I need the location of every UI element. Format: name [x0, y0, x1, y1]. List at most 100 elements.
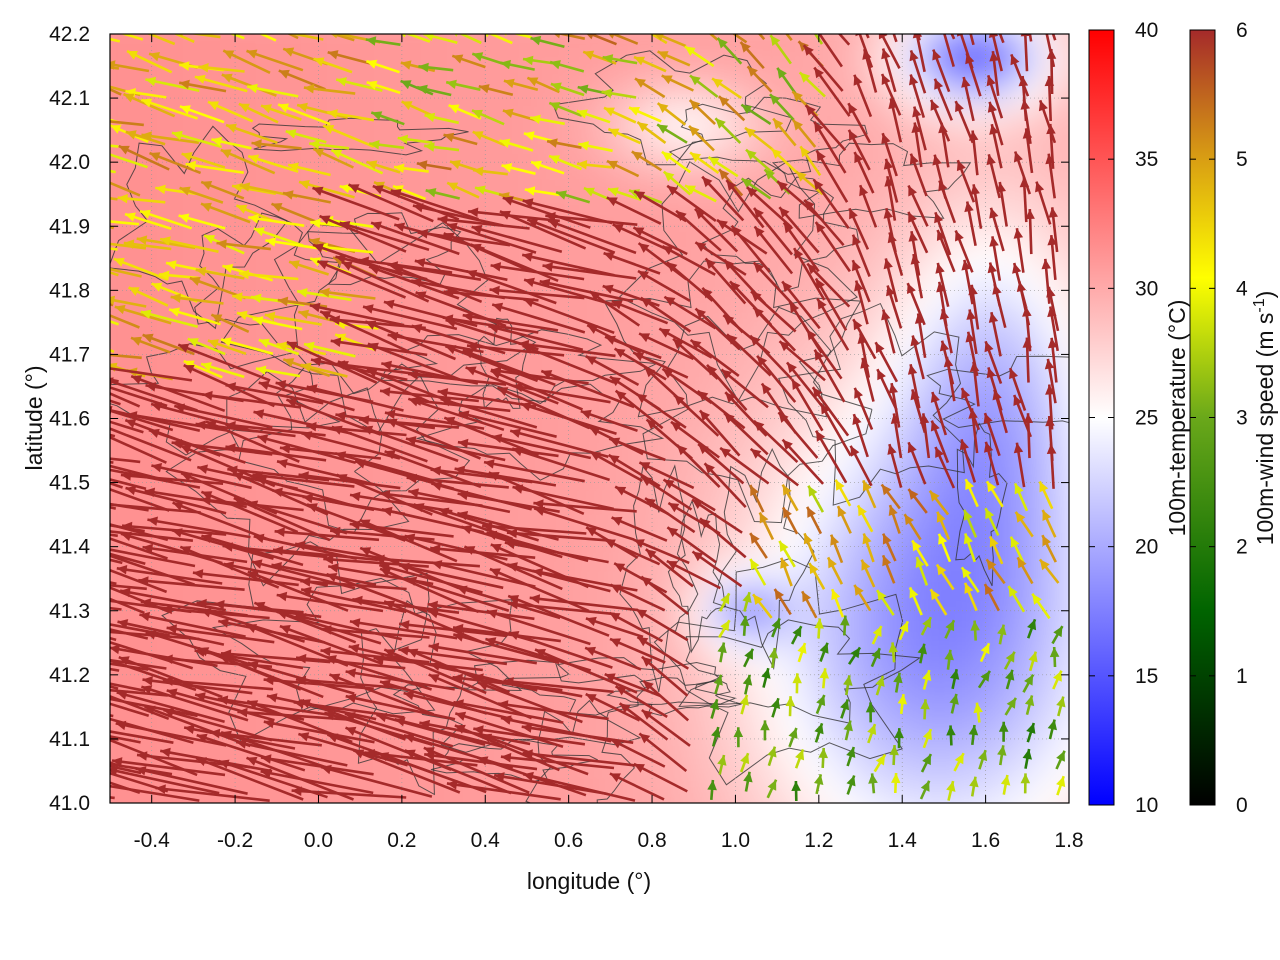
- wind-vector: [636, 121, 667, 144]
- wind-vector: [637, 269, 691, 303]
- wind-vector-head: [327, 50, 339, 60]
- wind-vector-head: [530, 114, 541, 124]
- wind-vector-head: [770, 35, 781, 46]
- wind-vector: [965, 52, 982, 97]
- y-tick-label: 41.8: [49, 279, 90, 302]
- wind-vector-head: [1018, 76, 1029, 87]
- wind-vector: [817, 34, 843, 68]
- wind-vector: [932, 49, 951, 93]
- y-tick-label: 41.0: [49, 792, 90, 815]
- temperature-cell: [638, 514, 663, 539]
- wind-vector-head: [179, 105, 191, 115]
- wind-vector-shaft: [490, 264, 585, 281]
- wind-vector-shaft: [694, 207, 739, 253]
- wind-vector: [319, 214, 407, 253]
- wind-vector-head: [878, 34, 888, 40]
- temperature-cell: [950, 802, 975, 803]
- temperature-cell: [446, 34, 471, 59]
- temperature-cell: [878, 610, 903, 635]
- contour-line: [379, 329, 657, 403]
- wind-vector-head: [371, 221, 382, 231]
- wind-vector-head: [443, 287, 454, 298]
- wind-vector-shaft: [329, 34, 355, 42]
- wind-vector: [390, 189, 479, 221]
- wind-vector-head: [779, 207, 790, 218]
- temperature-cell: [998, 106, 1023, 131]
- wind-vector-head: [988, 34, 999, 38]
- wind-vector-head: [805, 105, 816, 116]
- wind-vector-head: [583, 187, 595, 197]
- wind-vector: [235, 204, 275, 223]
- temperature-cell: [398, 802, 423, 803]
- wind-vector: [539, 278, 634, 303]
- wind-vector-head: [938, 122, 948, 134]
- wind-vector-shaft: [752, 261, 796, 308]
- wind-vector-head: [601, 88, 613, 99]
- wind-vector-head: [67, 511, 78, 520]
- temperature-cell: [998, 322, 1023, 347]
- temperature-cell: [710, 490, 735, 515]
- wind-vector: [423, 34, 458, 45]
- wind-vector-head: [1025, 209, 1035, 220]
- wind-vector-shaft: [539, 280, 634, 303]
- wind-vector: [335, 254, 428, 281]
- wind-vector: [954, 100, 975, 144]
- wind-vector-head: [335, 254, 347, 264]
- wind-vector: [799, 145, 822, 177]
- wind-label-sup: -1: [1251, 298, 1268, 312]
- wind-vector: [716, 37, 743, 65]
- wind-vector-head: [604, 107, 615, 117]
- wind-vector: [689, 74, 719, 98]
- wind-vector: [126, 49, 173, 74]
- wind-vector-head: [278, 69, 290, 79]
- x-tick-label: 0.8: [637, 829, 666, 852]
- wind-vector: [282, 190, 331, 204]
- wind-vector-head: [912, 34, 923, 39]
- wind-vector-head: [86, 779, 97, 789]
- wind-vector: [666, 184, 717, 222]
- wind-vector-head: [110, 295, 116, 306]
- wind-vector: [545, 211, 638, 226]
- wind-vector-head: [908, 231, 918, 242]
- wind-vector-head: [777, 181, 788, 192]
- wind-vector-head: [764, 169, 775, 180]
- wind-vector-head: [278, 103, 289, 113]
- temperature-cell: [926, 586, 951, 611]
- wind-vector-head: [859, 185, 869, 197]
- wind-vector-shaft: [792, 247, 826, 301]
- temperature-cell: [566, 802, 591, 803]
- colorbar-tick-label: 30: [1135, 277, 1158, 300]
- temperature-cell: [758, 730, 783, 755]
- wind-vector-shaft: [632, 226, 688, 256]
- wind-vector: [347, 183, 434, 223]
- wind-vector-head: [794, 248, 804, 260]
- wind-vector-head: [277, 296, 289, 307]
- wind-vector-head: [793, 119, 803, 131]
- temperature-cell: [926, 130, 951, 155]
- wind-vector-head: [719, 169, 730, 180]
- y-tick-label: 42.1: [49, 87, 90, 110]
- wind-vector-shaft: [802, 44, 844, 92]
- wind-vector-head: [74, 455, 85, 464]
- temperature-cell: [902, 754, 927, 779]
- wind-vector-head: [127, 51, 138, 60]
- wind-vector: [110, 120, 144, 127]
- contour-line: [667, 499, 726, 654]
- wind-vector: [934, 211, 952, 256]
- temperature-cell: [902, 658, 927, 683]
- wind-vector: [125, 130, 166, 146]
- wind-vector-head: [365, 36, 377, 46]
- wind-vector: [170, 293, 224, 305]
- wind-vector: [711, 77, 742, 99]
- wind-vector-head: [313, 243, 324, 253]
- wind-vector-head: [547, 138, 558, 148]
- wind-vector-head: [319, 215, 331, 225]
- wind-vector: [804, 104, 847, 152]
- wind-vector-head: [265, 237, 276, 247]
- wind-vector-head: [372, 185, 384, 195]
- temperature-cell: [638, 802, 663, 803]
- wind-vector-head: [956, 160, 966, 172]
- wind-vector-head: [657, 51, 669, 60]
- wind-vector-head: [37, 666, 48, 675]
